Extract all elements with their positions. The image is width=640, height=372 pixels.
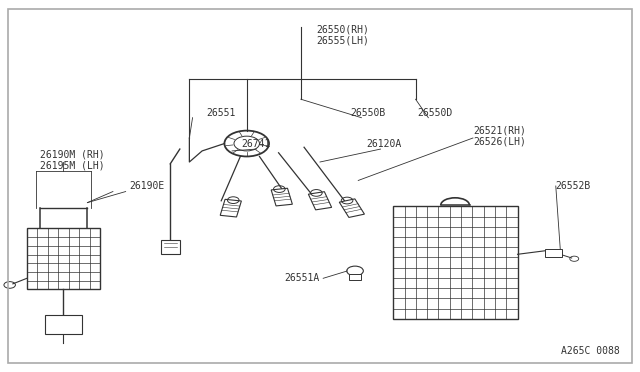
Text: 26521(RH)
26526(LH): 26521(RH) 26526(LH) <box>473 125 526 147</box>
Text: 26741: 26741 <box>241 139 271 149</box>
Bar <box>161 240 180 254</box>
Polygon shape <box>271 188 292 206</box>
Polygon shape <box>339 199 364 217</box>
Text: 26120A: 26120A <box>366 139 401 149</box>
Bar <box>394 206 518 319</box>
Polygon shape <box>308 192 332 210</box>
Text: 26551: 26551 <box>207 108 236 118</box>
Text: 26551A: 26551A <box>285 273 320 283</box>
Text: A265C 0088: A265C 0088 <box>561 346 620 356</box>
Bar <box>545 249 561 257</box>
Text: 26552B: 26552B <box>556 181 591 191</box>
Text: 26550B: 26550B <box>350 108 385 118</box>
Text: 26550D: 26550D <box>417 108 452 118</box>
Text: 26190M (RH)
26195M (LH): 26190M (RH) 26195M (LH) <box>40 149 104 171</box>
Text: 26190E: 26190E <box>129 181 164 191</box>
Polygon shape <box>220 199 241 217</box>
Bar <box>349 273 362 280</box>
Text: 26550(RH)
26555(LH): 26550(RH) 26555(LH) <box>316 24 369 46</box>
Bar <box>27 228 100 289</box>
Bar <box>45 315 82 334</box>
